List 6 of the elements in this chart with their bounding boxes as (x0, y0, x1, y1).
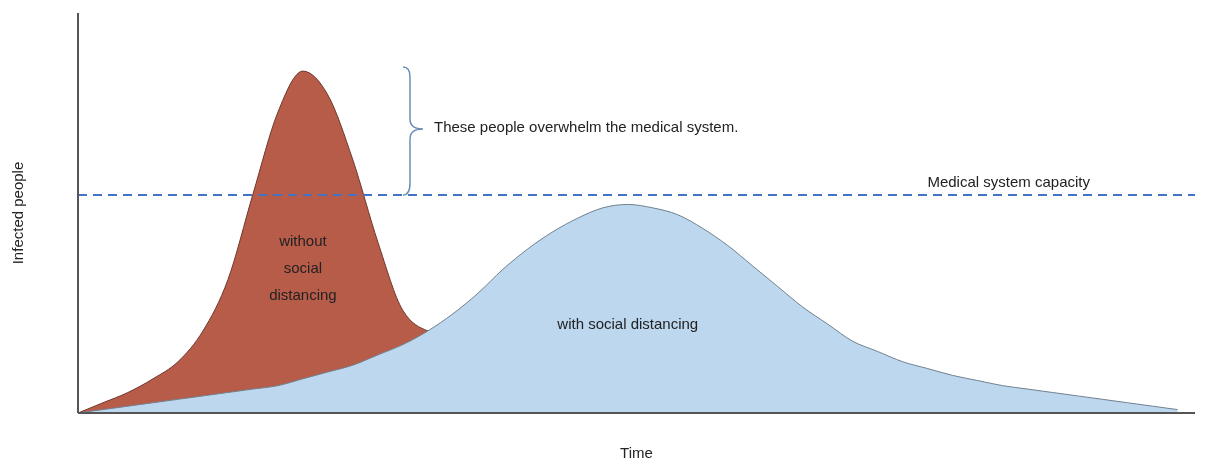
ref-line-label: Medical system capacity (927, 172, 1091, 190)
series-label: without social distancing (269, 232, 337, 304)
x-axis-title: Time (620, 444, 653, 461)
annotation: These people overwhelm the medical system. (434, 118, 739, 135)
y-axis-title: Infected people (9, 161, 27, 265)
series-label: with social distancing (556, 315, 699, 333)
